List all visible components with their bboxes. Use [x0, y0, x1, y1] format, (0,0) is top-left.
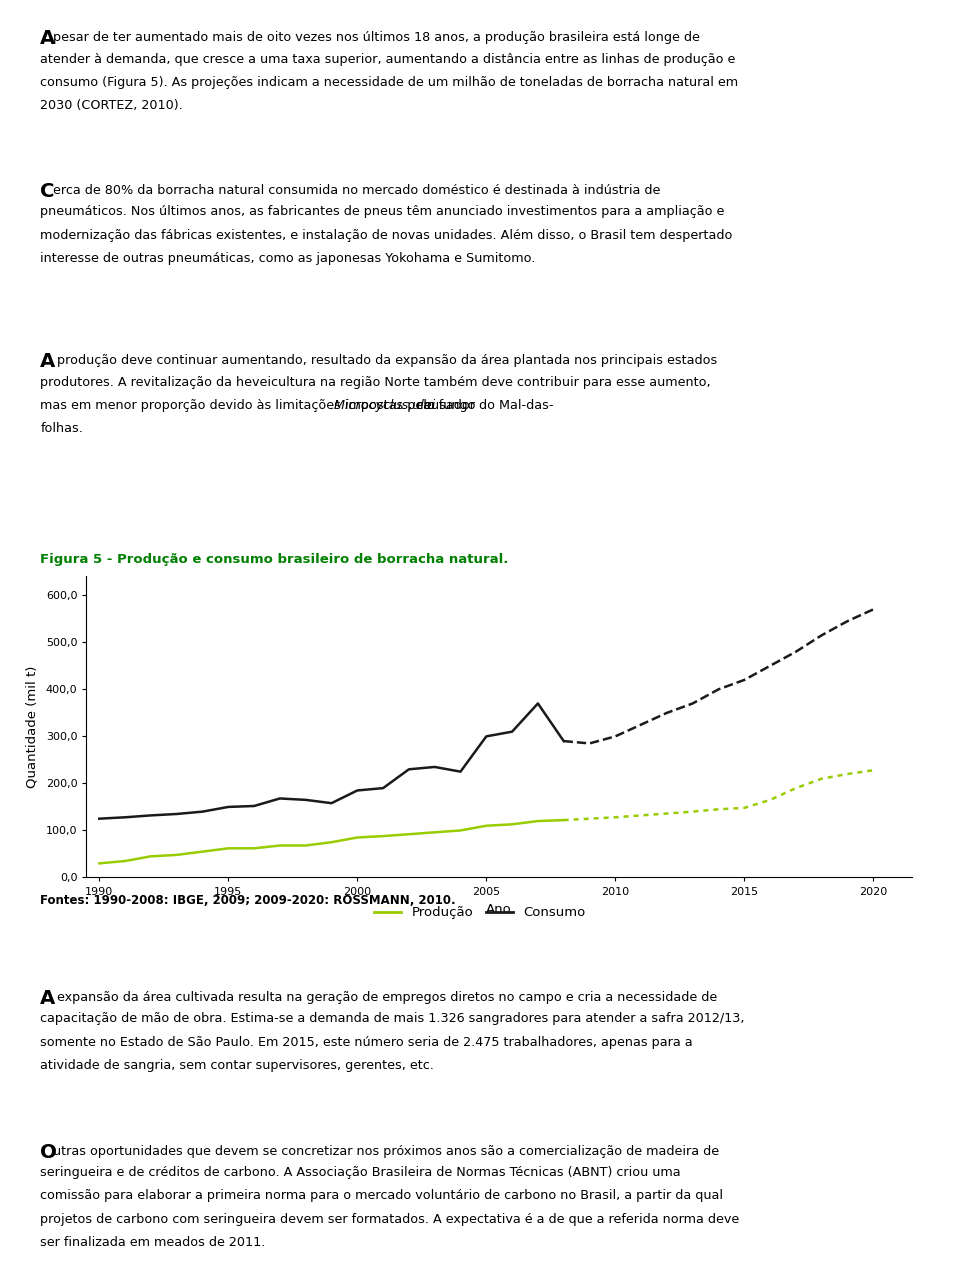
- X-axis label: Ano: Ano: [487, 903, 512, 916]
- Text: atender à demanda, que cresce a uma taxa superior, aumentando a distância entre : atender à demanda, que cresce a uma taxa…: [40, 53, 735, 65]
- Text: produção deve continuar aumentando, resultado da expansão da área plantada nos p: produção deve continuar aumentando, resu…: [53, 354, 717, 368]
- Text: Microcyclus ulei: Microcyclus ulei: [334, 398, 436, 412]
- Text: atividade de sangria, sem contar supervisores, gerentes, etc.: atividade de sangria, sem contar supervi…: [40, 1059, 434, 1072]
- Text: capacitação de mão de obra. Estima-se a demanda de mais 1.326 sangradores para a: capacitação de mão de obra. Estima-se a …: [40, 1012, 745, 1025]
- Text: ser finalizada em meados de 2011.: ser finalizada em meados de 2011.: [40, 1236, 266, 1249]
- Text: A: A: [40, 352, 56, 371]
- Text: consumo (Figura 5). As projeções indicam a necessidade de um milhão de toneladas: consumo (Figura 5). As projeções indicam…: [40, 76, 738, 90]
- Text: Fontes: 1990-2008: IBGE, 2009; 2009-2020: ROSSMANN, 2010.: Fontes: 1990-2008: IBGE, 2009; 2009-2020…: [40, 894, 456, 907]
- Text: folhas.: folhas.: [40, 423, 84, 436]
- Text: somente no Estado de São Paulo. Em 2015, este número seria de 2.475 trabalhadore: somente no Estado de São Paulo. Em 2015,…: [40, 1035, 693, 1049]
- Text: expansão da área cultivada resulta na geração de empregos diretos no campo e cri: expansão da área cultivada resulta na ge…: [53, 991, 717, 1004]
- Text: Figura 5 - Produção e consumo brasileiro de borracha natural.: Figura 5 - Produção e consumo brasileiro…: [40, 553, 509, 566]
- Text: mas em menor proporção devido às limitações impostas pelo fungo: mas em menor proporção devido às limitaç…: [40, 398, 480, 412]
- Text: O: O: [40, 1143, 58, 1162]
- Legend: Produção, Consumo: Produção, Consumo: [370, 901, 590, 925]
- Text: modernização das fábricas existentes, e instalação de novas unidades. Além disso: modernização das fábricas existentes, e …: [40, 228, 732, 242]
- Text: erca de 80% da borracha natural consumida no mercado doméstico é destinada à ind: erca de 80% da borracha natural consumid…: [53, 183, 660, 197]
- Text: projetos de carbono com seringueira devem ser formatados. A expectativa é a de q: projetos de carbono com seringueira deve…: [40, 1213, 739, 1226]
- Text: A: A: [40, 989, 56, 1008]
- Text: pneumáticos. Nos últimos anos, as fabricantes de pneus têm anunciado investiment: pneumáticos. Nos últimos anos, as fabric…: [40, 205, 725, 218]
- Text: , causador do Mal-das-: , causador do Mal-das-: [408, 398, 553, 412]
- Text: interesse de outras pneumáticas, como as japonesas Yokohama e Sumitomo.: interesse de outras pneumáticas, como as…: [40, 252, 536, 265]
- Text: A: A: [40, 29, 56, 49]
- Text: C: C: [40, 182, 55, 201]
- Text: pesar de ter aumentado mais de oito vezes nos últimos 18 anos, a produção brasil: pesar de ter aumentado mais de oito veze…: [53, 31, 700, 45]
- Text: utras oportunidades que devem se concretizar nos próximos anos são a comercializ: utras oportunidades que devem se concret…: [53, 1145, 719, 1158]
- Y-axis label: Quantidade (mil t): Quantidade (mil t): [26, 666, 38, 788]
- Text: 2030 (CORTEZ, 2010).: 2030 (CORTEZ, 2010).: [40, 100, 183, 113]
- Text: produtores. A revitalização da heveicultura na região Norte também deve contribu: produtores. A revitalização da heveicult…: [40, 375, 711, 388]
- Text: seringueira e de créditos de carbono. A Associação Brasileira de Normas Técnicas: seringueira e de créditos de carbono. A …: [40, 1166, 681, 1179]
- Text: comissão para elaborar a primeira norma para o mercado voluntário de carbono no : comissão para elaborar a primeira norma …: [40, 1189, 723, 1203]
